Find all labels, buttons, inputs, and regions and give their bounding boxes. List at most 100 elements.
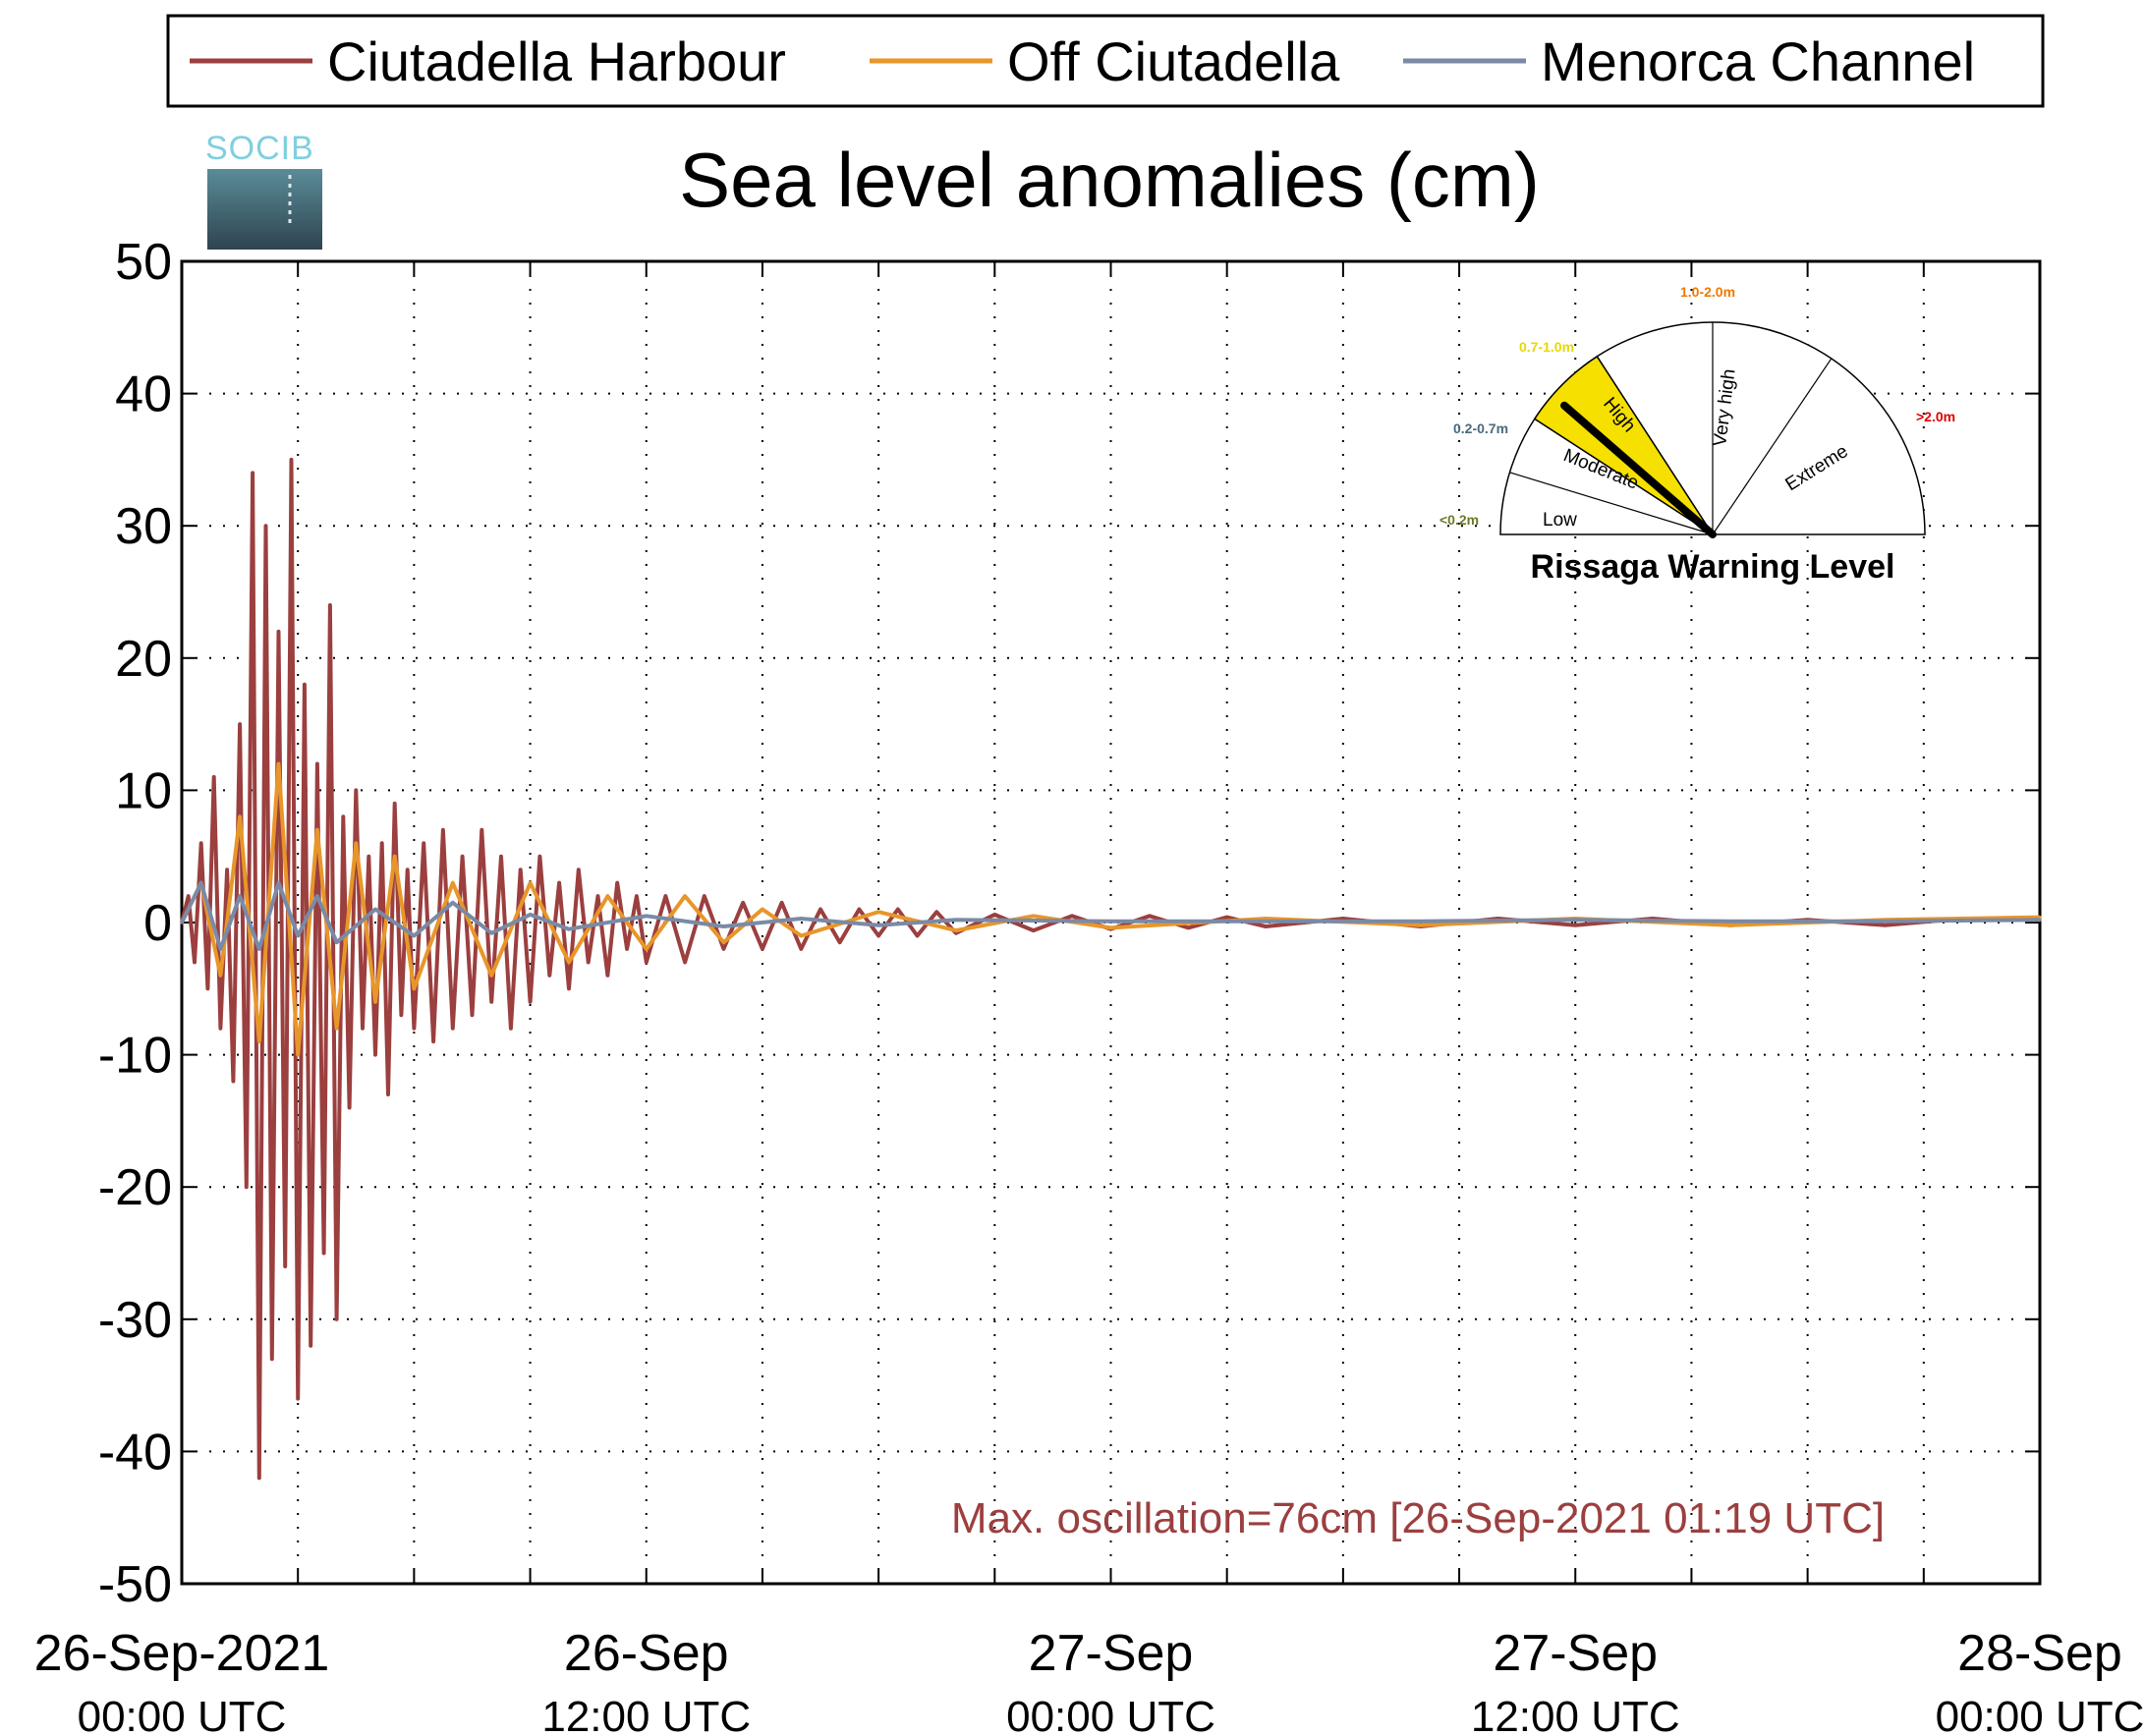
data-point-ciutadella-harbour: [231, 1079, 235, 1084]
data-point-off-ciutadella: [354, 841, 358, 845]
data-point-ciutadella-harbour: [225, 868, 229, 871]
data-point-ciutadella-harbour: [341, 814, 345, 818]
data-point-ciutadella-harbour: [270, 1357, 274, 1361]
data-point-menorca-channel: [1728, 920, 1732, 924]
data-point-ciutadella-harbour: [441, 828, 445, 832]
data-point-ciutadella-harbour: [625, 947, 629, 951]
gauge-title: Rissaga Warning Level: [1531, 548, 1895, 586]
data-point-ciutadella-harbour: [393, 802, 397, 806]
data-point-ciutadella-harbour: [347, 1105, 352, 1110]
data-point-ciutadella-harbour: [663, 894, 668, 898]
x-tick-label-time: 00:00 UTC: [78, 1693, 287, 1736]
data-point-ciutadella-harbour: [334, 1317, 339, 1321]
data-point-ciutadella-harbour: [296, 1396, 300, 1401]
logo-block: [207, 169, 322, 250]
data-point-off-ciutadella: [373, 1000, 377, 1004]
data-point-ciutadella-harbour: [354, 788, 358, 793]
gauge-range-very-high: 1.0-2.0m: [1680, 284, 1735, 300]
gauge-range-low: <0.2m: [1439, 512, 1479, 528]
data-point-ciutadella-harbour: [238, 722, 242, 726]
data-point-menorca-channel: [1883, 920, 1888, 924]
data-point-ciutadella-harbour: [587, 960, 591, 964]
data-point-ciutadella-harbour: [380, 841, 384, 845]
data-point-ciutadella-harbour: [1264, 924, 1268, 928]
data-point-menorca-channel: [373, 907, 377, 912]
x-tick-label-date: 27-Sep: [1029, 1625, 1194, 1682]
data-point-ciutadella-harbour: [361, 1027, 365, 1031]
data-point-menorca-channel: [412, 933, 416, 938]
data-point-off-ciutadella: [1032, 914, 1036, 918]
data-point-ciutadella-harbour: [741, 901, 745, 905]
data-point-off-ciutadella: [451, 881, 455, 885]
data-point-ciutadella-harbour: [412, 1027, 416, 1031]
data-point-menorca-channel: [876, 924, 880, 927]
data-point-menorca-channel: [489, 931, 493, 935]
data-point-ciutadella-harbour: [615, 881, 619, 885]
data-point-ciutadella-harbour: [321, 1251, 326, 1256]
data-point-menorca-channel: [1573, 918, 1577, 922]
data-point-ciutadella-harbour: [373, 1053, 377, 1057]
data-point-ciutadella-harbour: [480, 828, 483, 832]
data-point-off-ciutadella: [721, 940, 726, 944]
data-point-ciutadella-harbour: [645, 960, 649, 964]
data-point-menorca-channel: [315, 894, 319, 898]
y-tick-label: -20: [98, 1159, 172, 1216]
data-point-ciutadella-harbour: [528, 1000, 533, 1004]
data-point-ciutadella-harbour: [461, 855, 465, 859]
data-point-off-ciutadella: [296, 1053, 300, 1057]
data-point-ciutadella-harbour: [761, 947, 764, 951]
data-point-ciutadella-harbour: [1225, 916, 1229, 920]
x-tick-label-date: 26-Sep: [564, 1625, 729, 1682]
data-point-ciutadella-harbour: [780, 901, 784, 905]
data-point-off-ciutadella: [528, 881, 533, 885]
data-point-ciutadella-harbour: [205, 986, 209, 990]
data-point-ciutadella-harbour: [406, 868, 410, 871]
x-tick-label-date: 27-Sep: [1493, 1625, 1658, 1682]
data-point-ciutadella-harbour: [838, 940, 842, 944]
data-point-ciutadella-harbour: [315, 761, 319, 766]
data-point-ciutadella-harbour: [857, 907, 862, 912]
data-point-menorca-channel: [257, 947, 261, 951]
data-point-ciutadella-harbour: [992, 913, 996, 917]
data-point-off-ciutadella: [218, 974, 222, 978]
data-point-ciutadella-harbour: [547, 974, 551, 978]
data-point-off-ciutadella: [1728, 924, 1732, 927]
data-point-ciutadella-harbour: [567, 986, 571, 990]
x-tick-label-date: 28-Sep: [1957, 1625, 2122, 1682]
data-point-ciutadella-harbour: [451, 1027, 455, 1031]
data-point-off-ciutadella: [393, 855, 397, 859]
data-point-ciutadella-harbour: [896, 907, 900, 912]
data-point-menorca-channel: [238, 894, 242, 898]
data-point-off-ciutadella: [954, 928, 958, 932]
gauge-needle: [1560, 401, 1717, 538]
logo-text: SOCIB: [205, 130, 314, 167]
data-point-off-ciutadella: [605, 894, 609, 898]
data-point-ciutadella-harbour: [595, 894, 600, 898]
data-point-off-ciutadella: [257, 1039, 261, 1043]
data-point-menorca-channel: [721, 924, 726, 928]
y-tick-label: -10: [98, 1028, 172, 1085]
y-tick-label: -40: [98, 1424, 172, 1481]
data-point-menorca-channel: [199, 881, 203, 885]
data-point-ciutadella-harbour: [470, 1013, 475, 1017]
data-point-ciutadella-harbour: [499, 855, 503, 859]
y-axis: 50 40 30 20 10 0 -10 -20 -30 -40 -50: [98, 234, 2040, 1613]
data-point-ciutadella-harbour: [915, 933, 920, 938]
data-point-ciutadella-harbour: [263, 524, 268, 528]
data-point-ciutadella-harbour: [257, 1476, 261, 1480]
legend-label-off-ciutadella: Off Ciutadella: [1007, 30, 1340, 92]
data-point-ciutadella-harbour: [934, 910, 938, 914]
data-point-ciutadella-harbour: [557, 881, 561, 885]
data-point-ciutadella-harbour: [193, 960, 197, 964]
data-point-ciutadella-harbour: [309, 1344, 312, 1348]
x-tick-label-date: 26-Sep-2021: [34, 1625, 330, 1682]
data-point-ciutadella-harbour: [519, 868, 523, 871]
data-point-ciutadella-harbour: [386, 1092, 390, 1096]
data-point-ciutadella-harbour: [218, 1027, 222, 1031]
gauge-divider: [1509, 472, 1714, 535]
x-tick-label-time: 12:00 UTC: [541, 1693, 751, 1736]
legend-box: [166, 14, 2045, 108]
data-point-ciutadella-harbour: [245, 1185, 249, 1189]
data-point-menorca-channel: [276, 881, 281, 885]
gauge-dividers: [1509, 322, 1833, 535]
